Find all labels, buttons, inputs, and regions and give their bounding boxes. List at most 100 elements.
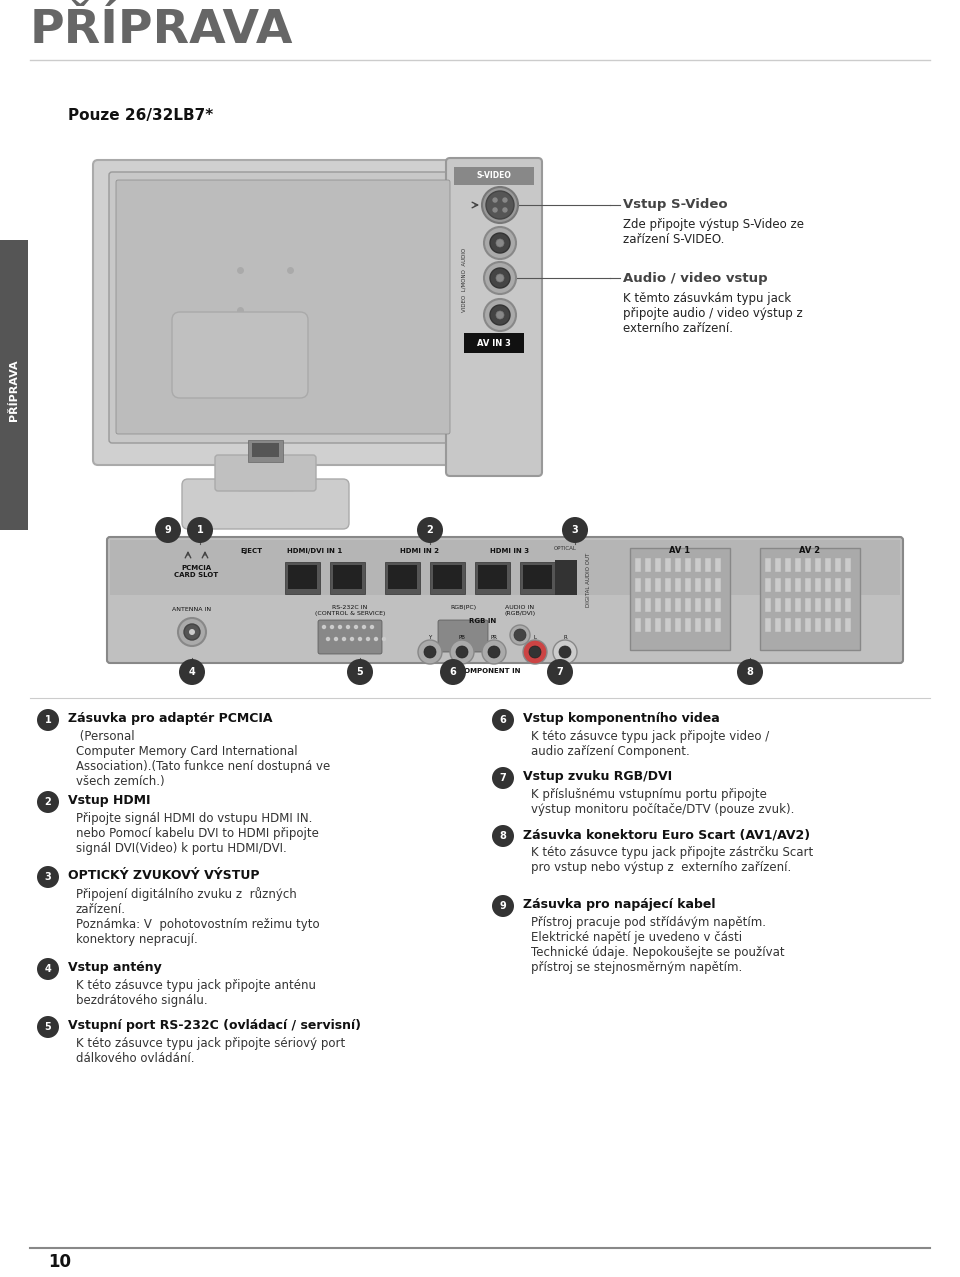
Bar bbox=[675, 558, 681, 572]
Text: PCMCIA
CARD SLOT: PCMCIA CARD SLOT bbox=[174, 564, 218, 578]
Circle shape bbox=[37, 866, 59, 888]
FancyBboxPatch shape bbox=[446, 158, 542, 476]
Text: (Personal
Computer Memory Card International
Association).(Tato funkce není dost: (Personal Computer Memory Card Internati… bbox=[76, 730, 330, 788]
Text: Pouze 26/32LB7*: Pouze 26/32LB7* bbox=[68, 109, 213, 123]
Bar bbox=[520, 562, 555, 594]
Text: Y: Y bbox=[428, 635, 432, 640]
Circle shape bbox=[184, 624, 200, 640]
FancyBboxPatch shape bbox=[107, 538, 903, 663]
Bar bbox=[775, 618, 781, 632]
Text: PB: PB bbox=[459, 635, 466, 640]
Bar bbox=[665, 578, 671, 593]
Bar bbox=[775, 598, 781, 612]
Circle shape bbox=[529, 646, 541, 658]
Bar bbox=[478, 564, 507, 589]
Bar bbox=[645, 558, 651, 572]
Text: AV 1: AV 1 bbox=[669, 547, 690, 555]
Text: K této zásuvce typu jack připojte video /
audio zařízení Component.: K této zásuvce typu jack připojte video … bbox=[531, 730, 769, 759]
Bar bbox=[645, 618, 651, 632]
Text: Zásuvka pro adaptér PCMCIA: Zásuvka pro adaptér PCMCIA bbox=[68, 713, 273, 725]
Circle shape bbox=[363, 626, 366, 628]
Bar bbox=[785, 578, 791, 593]
Bar bbox=[795, 598, 801, 612]
Circle shape bbox=[371, 626, 373, 628]
Text: AV IN 3: AV IN 3 bbox=[477, 338, 511, 347]
Circle shape bbox=[486, 192, 514, 218]
Text: K příslušnému vstupnímu portu připojte
výstup monitoru počítače/DTV (pouze zvuk): K příslušnému vstupnímu portu připojte v… bbox=[531, 788, 794, 816]
Text: HDMI IN 2: HDMI IN 2 bbox=[400, 548, 440, 554]
Circle shape bbox=[178, 618, 206, 646]
Bar bbox=[523, 564, 552, 589]
Bar bbox=[252, 443, 279, 457]
Bar bbox=[805, 598, 811, 612]
Circle shape bbox=[367, 637, 370, 641]
Text: HDMI/DVI IN 1: HDMI/DVI IN 1 bbox=[287, 548, 343, 554]
Text: Vstup S-Video: Vstup S-Video bbox=[623, 198, 728, 211]
Text: Vstup komponentního videa: Vstup komponentního videa bbox=[523, 713, 720, 725]
Bar bbox=[665, 598, 671, 612]
Bar bbox=[785, 618, 791, 632]
Text: COMPONENT IN: COMPONENT IN bbox=[459, 668, 520, 674]
Bar bbox=[835, 598, 841, 612]
Bar bbox=[715, 618, 721, 632]
Circle shape bbox=[559, 646, 571, 658]
Text: S-VIDEO: S-VIDEO bbox=[476, 171, 512, 180]
Circle shape bbox=[334, 637, 338, 641]
Bar bbox=[775, 558, 781, 572]
Bar bbox=[685, 598, 691, 612]
Circle shape bbox=[547, 659, 573, 684]
Text: VIDEO  L/MONO  AUDIO: VIDEO L/MONO AUDIO bbox=[462, 248, 467, 312]
Bar bbox=[765, 618, 771, 632]
Text: 6: 6 bbox=[449, 667, 456, 677]
FancyBboxPatch shape bbox=[172, 312, 308, 398]
Text: OPTICAL: OPTICAL bbox=[554, 547, 576, 550]
Bar bbox=[845, 598, 851, 612]
Text: 4: 4 bbox=[188, 667, 196, 677]
Bar bbox=[655, 598, 661, 612]
Bar bbox=[635, 598, 641, 612]
Circle shape bbox=[37, 790, 59, 813]
Circle shape bbox=[490, 268, 510, 289]
Text: 3: 3 bbox=[571, 525, 578, 535]
Text: AUDIO IN
(RGB/DVI): AUDIO IN (RGB/DVI) bbox=[504, 605, 536, 616]
Circle shape bbox=[482, 186, 518, 223]
Bar bbox=[655, 578, 661, 593]
Text: HDMI IN 3: HDMI IN 3 bbox=[491, 548, 530, 554]
Bar bbox=[795, 618, 801, 632]
Text: PR: PR bbox=[491, 635, 497, 640]
FancyBboxPatch shape bbox=[438, 621, 488, 653]
Circle shape bbox=[347, 659, 373, 684]
Circle shape bbox=[523, 640, 547, 664]
Circle shape bbox=[503, 198, 507, 202]
Bar bbox=[845, 618, 851, 632]
Bar bbox=[705, 578, 711, 593]
Circle shape bbox=[418, 640, 442, 664]
Bar bbox=[825, 578, 831, 593]
Circle shape bbox=[492, 825, 514, 847]
Bar bbox=[845, 558, 851, 572]
Text: 1: 1 bbox=[197, 525, 204, 535]
Text: K těmto zásuvkám typu jack
připojte audio / video výstup z
externího zařízení.: K těmto zásuvkám typu jack připojte audi… bbox=[623, 292, 803, 335]
Bar bbox=[825, 558, 831, 572]
Circle shape bbox=[490, 232, 510, 253]
Circle shape bbox=[484, 299, 516, 331]
Bar bbox=[795, 578, 801, 593]
Text: ANTENNA IN: ANTENNA IN bbox=[173, 607, 211, 612]
Circle shape bbox=[514, 630, 526, 641]
Text: PŘÍPRAVA: PŘÍPRAVA bbox=[30, 8, 294, 54]
Circle shape bbox=[417, 517, 443, 543]
Circle shape bbox=[510, 624, 530, 645]
Text: OPTICKÝ ZVUKOVÝ VÝSTUP: OPTICKÝ ZVUKOVÝ VÝSTUP bbox=[68, 870, 259, 882]
Bar bbox=[785, 598, 791, 612]
FancyBboxPatch shape bbox=[109, 172, 457, 443]
Bar bbox=[825, 598, 831, 612]
Circle shape bbox=[450, 640, 474, 664]
Bar bbox=[835, 578, 841, 593]
Bar bbox=[238, 460, 293, 490]
Text: Zásuvka konektoru Euro Scart (AV1/AV2): Zásuvka konektoru Euro Scart (AV1/AV2) bbox=[523, 827, 810, 842]
Circle shape bbox=[179, 659, 205, 684]
Text: Vstup HDMI: Vstup HDMI bbox=[68, 794, 151, 807]
Text: 4: 4 bbox=[44, 964, 52, 974]
Bar bbox=[815, 598, 821, 612]
Bar bbox=[695, 618, 701, 632]
